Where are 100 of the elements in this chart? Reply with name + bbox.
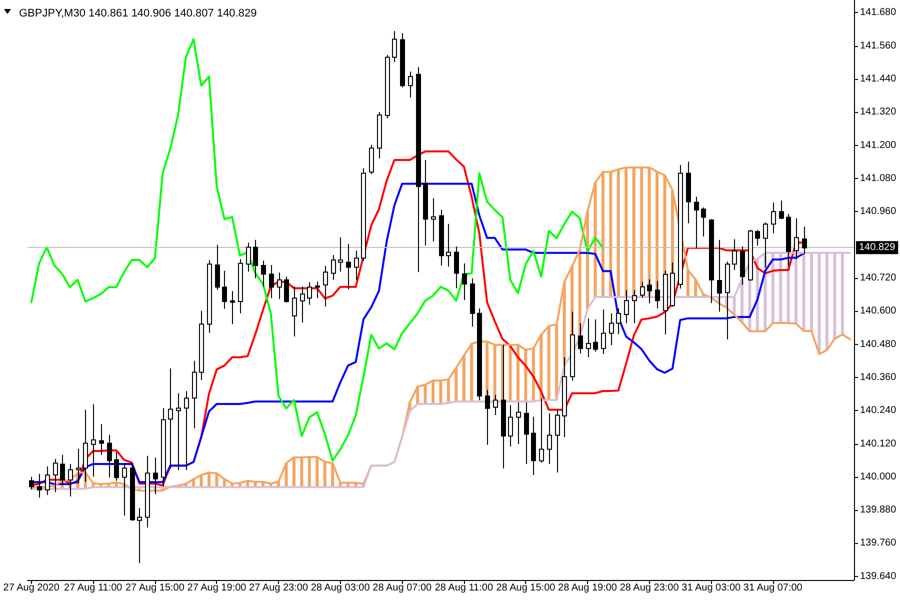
candlestick (586, 318, 591, 358)
candlestick (91, 404, 96, 478)
bar (439, 380, 442, 404)
candlestick (300, 286, 305, 323)
candlestick (184, 390, 189, 471)
candlestick (755, 229, 760, 246)
bar (609, 172, 612, 298)
x-tick-label: 27 Aug 23:00 (249, 582, 308, 594)
candlestick (37, 473, 42, 498)
bar (616, 169, 620, 298)
y-tick-label: 141.560 (860, 40, 897, 52)
candlestick (354, 250, 359, 280)
candlestick (609, 312, 614, 346)
x-tick-label: 28 Aug 11:00 (434, 582, 494, 594)
candlestick (346, 243, 351, 290)
candlestick (222, 270, 227, 310)
candlestick (647, 278, 652, 304)
y-tick-label: 140.000 (860, 471, 897, 482)
candlestick (253, 239, 258, 279)
candlestick (616, 308, 621, 335)
y-tick-label: 141.680 (860, 7, 897, 18)
candlestick (45, 466, 50, 496)
bar (601, 172, 604, 298)
candlestick (338, 236, 343, 272)
candlestick (732, 238, 737, 270)
candlestick (508, 404, 513, 448)
bar (323, 462, 326, 488)
x-tick-label: 28 Aug 07:00 (372, 582, 432, 594)
candlestick (593, 318, 598, 352)
x-tick-label: 31 Aug 07:00 (743, 582, 803, 594)
candlestick (284, 276, 289, 304)
bar (524, 350, 528, 402)
bar (555, 324, 558, 400)
candlestick (277, 272, 282, 300)
y-tick-label: 139.640 (860, 570, 897, 582)
candlestick (640, 281, 645, 298)
candlestick (624, 290, 629, 324)
candlestick (632, 290, 637, 324)
x-tick-label: 27 Aug 2020 (3, 582, 60, 594)
bar (732, 297, 736, 315)
y-tick-label: 140.120 (860, 438, 897, 450)
y-tick-label: 141.440 (860, 74, 897, 85)
x-tick-label: 27 Aug 15:00 (125, 582, 185, 594)
y-tick-label: 140.480 (860, 338, 897, 350)
y-tick-label: 141.200 (860, 140, 897, 151)
candlestick (107, 434, 112, 478)
bar (516, 344, 520, 402)
candlestick (454, 246, 459, 289)
bar (432, 380, 435, 404)
candlestick (168, 368, 173, 470)
candlestick (694, 196, 699, 249)
candlestick (655, 280, 660, 309)
x-tick-label: 28 Aug 19:00 (558, 582, 618, 594)
bar (316, 457, 319, 488)
candlestick (555, 410, 560, 474)
line-series (30, 38, 604, 462)
bar (300, 457, 304, 488)
candlestick (261, 260, 266, 288)
y-tick-label: 140.960 (860, 206, 897, 218)
bar (508, 344, 512, 402)
y-tick-label: 140.360 (860, 372, 897, 383)
line-series (30, 252, 852, 490)
bar (424, 384, 427, 404)
bar (470, 344, 474, 402)
candlestick (331, 254, 336, 280)
x-tick-label: 27 Aug 19:00 (187, 582, 247, 594)
candlestick (516, 402, 521, 445)
bar (454, 368, 458, 402)
x-tick-label: 28 Aug 03:00 (310, 582, 370, 594)
candlestick (29, 476, 34, 490)
bar (292, 457, 296, 488)
x-tick-label: 28 Aug 15:00 (496, 582, 556, 594)
candlestick (323, 265, 328, 307)
y-tick-label: 140.600 (860, 306, 897, 317)
candlestick (462, 262, 467, 301)
candlestick (408, 71, 413, 98)
text: GBPJPY,M30 140.861 140.906 140.807 140.829 (19, 8, 257, 20)
candlestick (392, 30, 397, 63)
candlestick (601, 308, 606, 354)
x-tick-label: 28 Aug 23:00 (620, 582, 680, 594)
y-tick-label: 140.240 (860, 405, 897, 416)
candlestick (431, 198, 436, 242)
candlestick (99, 424, 104, 456)
bar (308, 457, 311, 488)
candlestick (779, 200, 784, 220)
y-tick-label: 139.880 (860, 504, 897, 516)
bar (446, 379, 450, 403)
candlestick (137, 508, 142, 564)
candlestick (701, 207, 706, 238)
candlestick (547, 412, 552, 464)
candlestick (315, 281, 320, 299)
x-tick-label: 27 Aug 11:00 (64, 582, 123, 594)
x-tick-label: 31 Aug 03:00 (682, 582, 742, 594)
candlestick (446, 223, 451, 268)
y-tick-label: 141.080 (860, 173, 897, 184)
y-tick-label: 140.720 (860, 272, 897, 284)
candlestick (114, 452, 119, 482)
y-tick-label: 139.760 (860, 538, 897, 549)
candlestick (292, 286, 297, 338)
candlestick (524, 402, 529, 464)
